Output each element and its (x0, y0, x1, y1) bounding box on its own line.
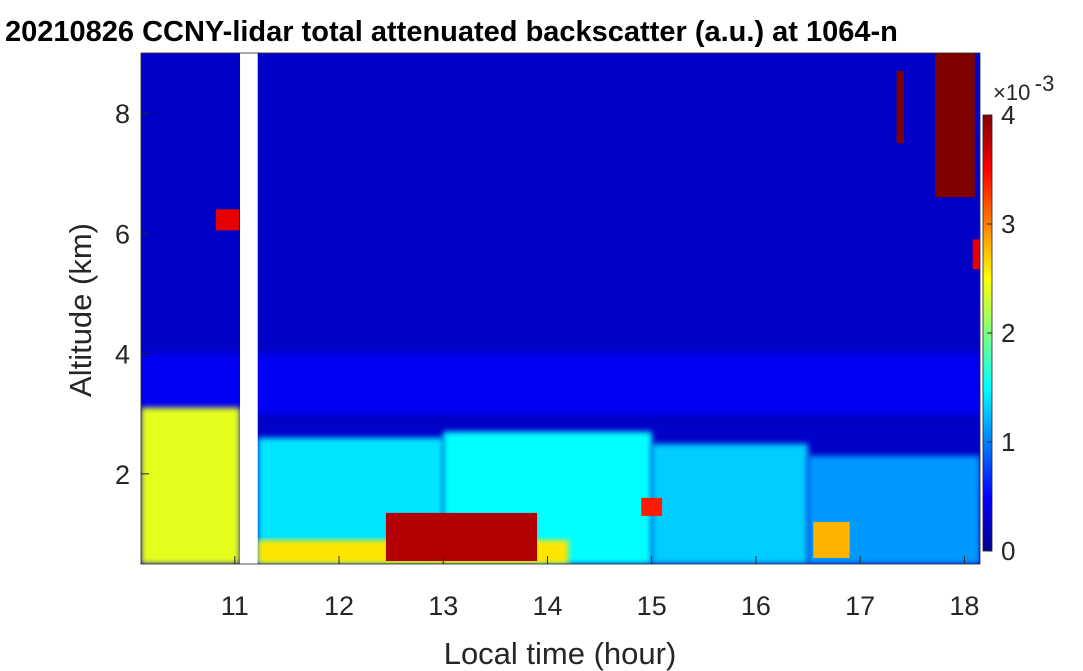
x-tick-label: 11 (221, 591, 249, 621)
colorbar-exponent-power: -3 (1035, 71, 1055, 96)
cloud (896, 71, 904, 144)
colorbar-tick-label: 3 (1001, 209, 1015, 239)
x-tick-label: 15 (637, 591, 667, 621)
y-tick-label: 6 (115, 219, 130, 249)
colorbar-exponent-base: ×10 (993, 80, 1030, 105)
y-tick-label: 4 (115, 340, 130, 370)
y-tick-label: 2 (115, 460, 130, 490)
cloud (216, 209, 239, 231)
colorbar-ticks: 0 1 2 3 4 (987, 100, 1015, 566)
x-tick-label: 18 (949, 591, 979, 621)
x-tick-label: 12 (324, 591, 354, 621)
aerosol-layer (141, 407, 241, 564)
colorbar-tick-label: 0 (1001, 536, 1015, 566)
x-tick-label: 17 (845, 591, 875, 621)
y-axis: 2 4 6 8 (115, 99, 149, 490)
plot-area (141, 53, 980, 564)
aerosol-layer (651, 443, 809, 564)
chart-title: 20210826 CCNY-lidar total attenuated bac… (5, 16, 898, 48)
colorbar-tick-label: 2 (1001, 318, 1015, 348)
elevated-aerosol (385, 512, 538, 561)
residual-layer (141, 353, 980, 414)
x-tick-label: 13 (428, 591, 458, 621)
elevated-aerosol (641, 497, 663, 516)
cloud (935, 53, 975, 198)
elevated-aerosol (813, 521, 850, 558)
data-gap (240, 53, 258, 564)
plot-frame (140, 52, 981, 565)
y-tick-label: 8 (115, 99, 130, 129)
colorbar-tick-label: 4 (1001, 100, 1015, 130)
y-axis-label: Altitude (km) (63, 223, 98, 397)
x-axis-label: Local time (hour) (444, 636, 677, 671)
x-axis: 11 12 13 14 15 16 17 18 (221, 556, 979, 621)
colorbar: 0 1 2 3 4 ×10 -3 (982, 71, 1054, 566)
x-tick-label: 16 (741, 591, 771, 621)
colorbar-tick-label: 1 (1001, 427, 1015, 457)
cloud (972, 239, 980, 270)
x-tick-label: 14 (532, 591, 562, 621)
colorbar-exponent: ×10 -3 (993, 71, 1054, 105)
